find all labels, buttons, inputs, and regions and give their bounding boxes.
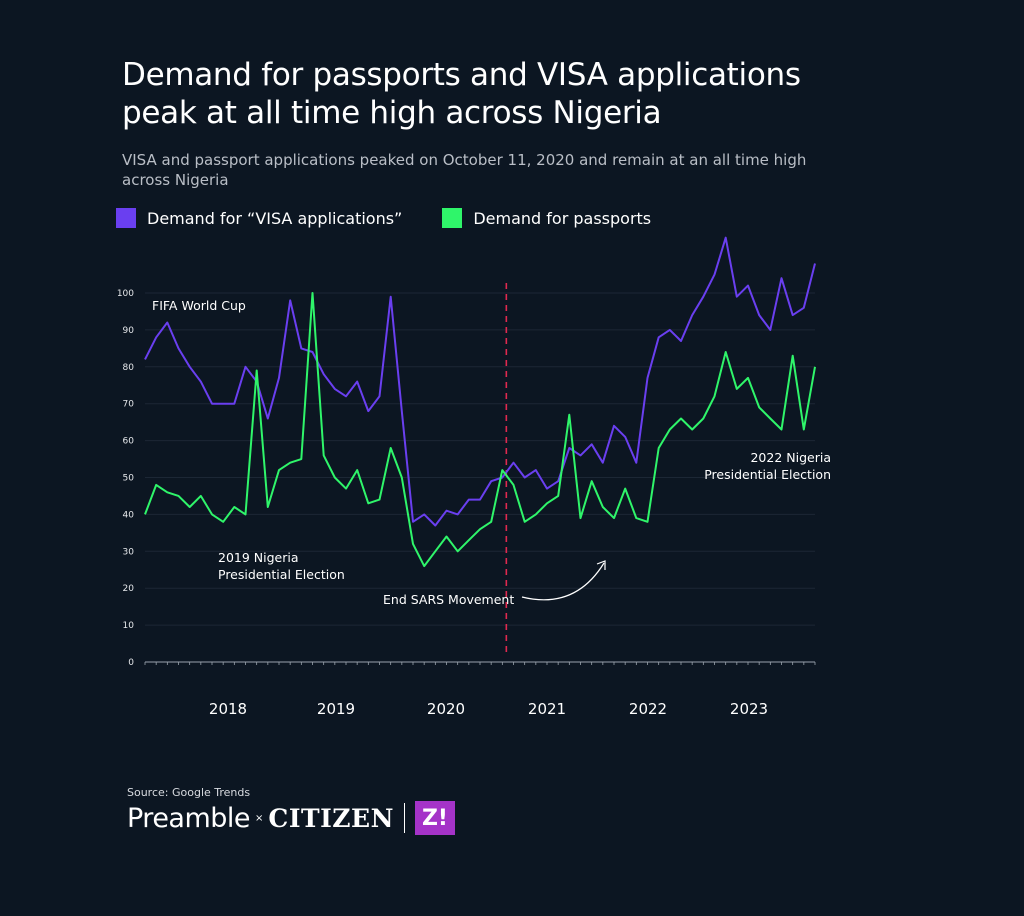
y-tick-label: 50 (123, 474, 135, 484)
annotation-line: 2019 Nigeria (218, 550, 299, 565)
source-note: Source: Google Trends (127, 786, 251, 799)
legend-label-passports: Demand for passports (473, 208, 652, 228)
y-tick-label: 20 (123, 584, 135, 594)
year-label: 2019 (316, 700, 356, 718)
year-label: 2018 (208, 700, 248, 718)
annotation-election-2019: 2019 Nigeria Presidential Election (218, 549, 345, 583)
year-label: 2023 (729, 700, 769, 718)
y-tick-label: 100 (117, 289, 134, 299)
brand-logos: Preamble × CITIZEN Z! (127, 800, 455, 836)
annotation-arrow (521, 562, 605, 601)
annotation-fifa: FIFA World Cup (152, 298, 246, 313)
times-sign: × (255, 812, 264, 824)
year-label: 2022 (628, 700, 668, 718)
y-tick-label: 40 (123, 510, 135, 520)
legend: Demand for “VISA applications” Demand fo… (116, 208, 691, 228)
y-tick-label: 0 (128, 658, 134, 668)
annotation-election-2022: 2022 Nigeria Presidential Election (704, 449, 831, 483)
year-label: 2021 (527, 700, 567, 718)
passports-series-line (144, 292, 816, 568)
legend-item-visa: Demand for “VISA applications” (116, 208, 402, 228)
legend-swatch-visa (116, 208, 136, 228)
y-tick-label: 10 (123, 621, 135, 631)
y-tick-label: 60 (123, 437, 135, 447)
annotation-line: 2022 Nigeria (750, 450, 831, 465)
annotation-line: Presidential Election (218, 567, 345, 582)
y-tick-label: 80 (123, 363, 135, 373)
chart-title: Demand for passports and VISA applicatio… (122, 57, 801, 131)
citizen-logo: CITIZEN (268, 803, 394, 833)
annotation-end-sars: End SARS Movement (383, 592, 515, 607)
logo-divider (403, 803, 405, 833)
preamble-logo: Preamble (127, 802, 251, 834)
chart-subtitle: VISA and passport applications peaked on… (122, 151, 807, 189)
y-tick-label: 30 (123, 547, 135, 557)
annotation-line: Presidential Election (704, 467, 831, 482)
legend-item-passports: Demand for passports (442, 208, 651, 228)
z-logo: Z! (414, 801, 455, 835)
arrow-head-icon (596, 560, 606, 570)
year-label: 2020 (426, 700, 466, 718)
legend-label-visa: Demand for “VISA applications” (147, 208, 403, 228)
y-tick-label: 90 (123, 326, 135, 336)
y-tick-label: 70 (123, 400, 135, 410)
legend-swatch-passports (442, 208, 463, 228)
